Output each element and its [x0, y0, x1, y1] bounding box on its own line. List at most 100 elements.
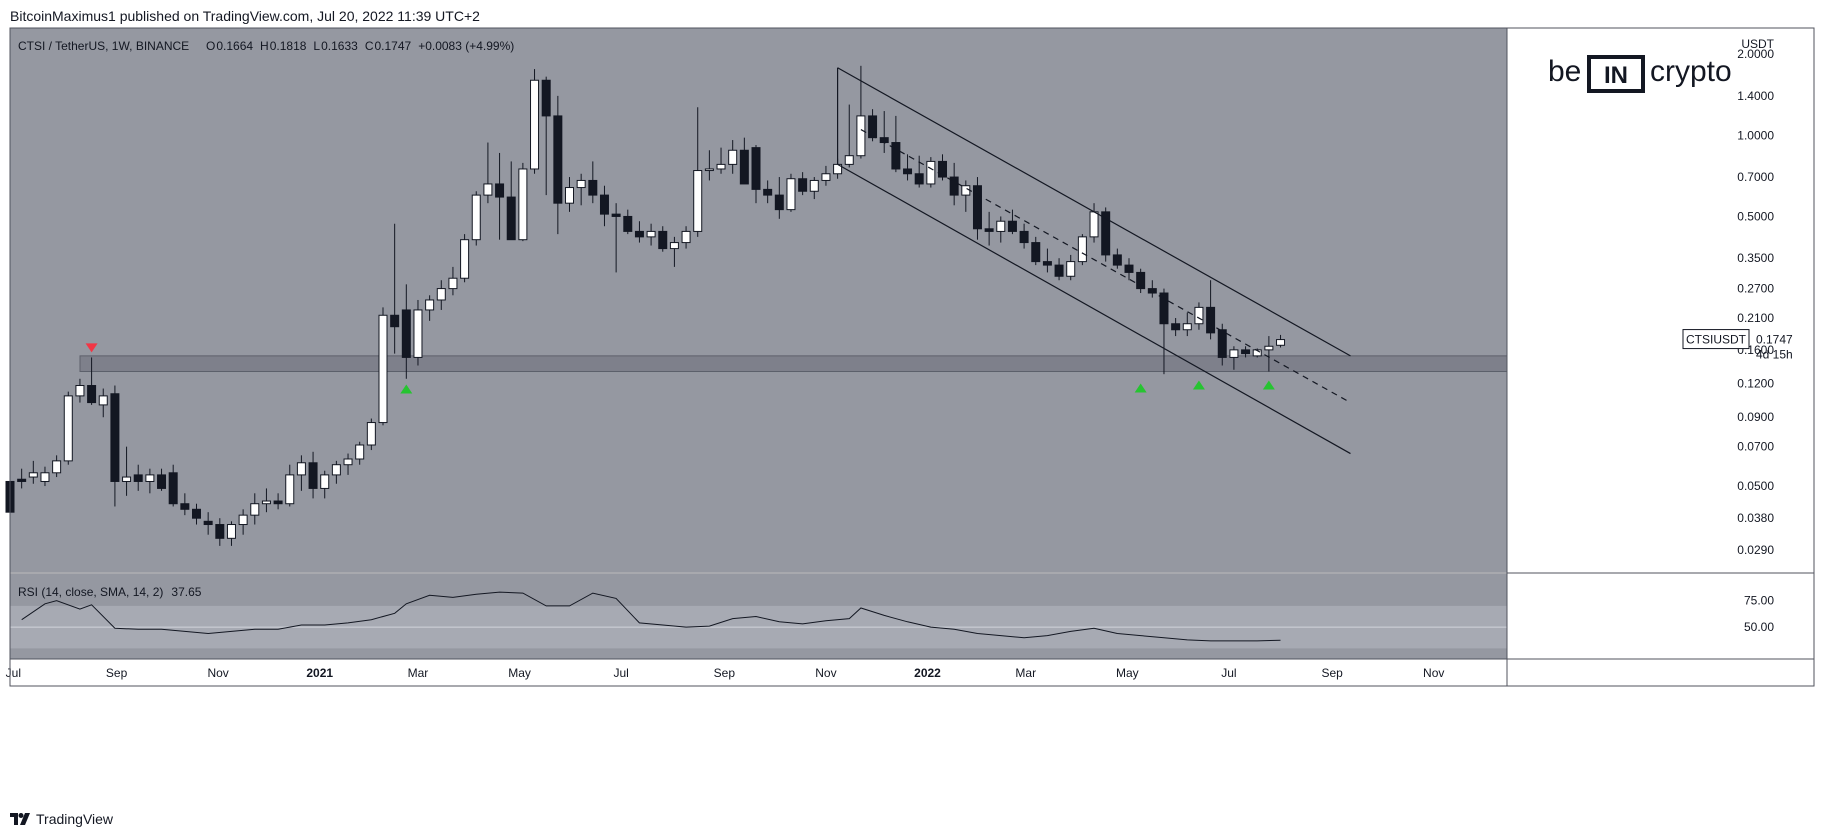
candle-28 — [331, 460, 341, 484]
candle-body — [75, 385, 85, 397]
candle-83 — [972, 177, 982, 240]
y-axis-unit: USDT — [1741, 37, 1774, 51]
candle-body — [203, 520, 213, 526]
candle-89 — [1042, 248, 1052, 273]
candle-26 — [308, 451, 318, 499]
candle-body — [460, 239, 470, 279]
time-axis: Jul Sep Nov 2021 Mar May Jul Sep Nov 2022 Mar May Ju… — [6, 666, 1445, 680]
candle-body — [355, 444, 365, 460]
candle-27 — [320, 470, 330, 499]
candle-59 — [693, 107, 703, 237]
candle-body — [1077, 236, 1087, 263]
candle-body — [52, 460, 62, 474]
candle-33 — [390, 223, 400, 354]
candle-5 — [63, 391, 73, 465]
candle-53 — [623, 209, 633, 235]
legend-change: +0.0083 (+4.99%) — [418, 39, 514, 53]
candle-77 — [903, 154, 913, 181]
tradingview-logo-icon — [10, 813, 30, 825]
candle-31 — [366, 418, 376, 451]
candle-106 — [1241, 346, 1251, 358]
outer-frame — [9, 27, 1815, 687]
x-tick-label: Mar — [1015, 666, 1036, 680]
candle-65 — [763, 180, 773, 204]
candle-body — [739, 149, 749, 185]
candle-22 — [261, 488, 271, 513]
candle-105 — [1229, 346, 1239, 370]
channel-lower-line — [837, 163, 1351, 455]
candle-body — [891, 142, 901, 170]
candle-108 — [1264, 336, 1274, 372]
candle-101 — [1182, 312, 1192, 337]
x-tick-label: Sep — [1321, 666, 1343, 680]
candle-14 — [168, 464, 178, 507]
candle-body — [996, 220, 1006, 232]
up-arrow-0 — [400, 384, 413, 394]
candle-body — [1054, 264, 1064, 277]
candle-body — [926, 160, 936, 185]
y-tick-label: 0.7000 — [1737, 170, 1774, 184]
rsi-title: RSI (14, close, SMA, 14, 2) — [18, 585, 163, 599]
candle-body — [879, 137, 889, 144]
candle-72 — [844, 104, 854, 168]
candle-79 — [926, 157, 936, 188]
candle-body — [751, 147, 761, 190]
y-tick-label: 1.4000 — [1737, 89, 1774, 103]
candle-body — [938, 160, 948, 178]
candle-body — [553, 115, 563, 204]
candle-76 — [891, 115, 901, 173]
candle-70 — [821, 165, 831, 186]
legend-low: 0.1633 — [321, 39, 358, 53]
rsi-tick-label: 50.00 — [1744, 620, 1774, 634]
candle-body — [856, 115, 866, 157]
watermark-be: be — [1548, 55, 1581, 88]
x-tick-label: May — [1116, 666, 1139, 680]
candle-62 — [728, 140, 738, 174]
rsi-value: 37.65 — [171, 585, 201, 599]
candle-107 — [1252, 348, 1262, 358]
candle-body — [1031, 242, 1041, 263]
x-tick-label: 2022 — [914, 666, 941, 680]
candle-body — [541, 79, 551, 117]
candle-18 — [215, 518, 225, 546]
candle-69 — [809, 177, 819, 200]
candle-52 — [611, 203, 621, 273]
legend-low-key: L — [313, 39, 320, 53]
candle-body — [646, 230, 656, 238]
candle-36 — [425, 295, 435, 321]
candle-body — [634, 230, 644, 238]
candle-body — [483, 183, 493, 196]
candle-body — [40, 472, 50, 482]
watermark-in: IN — [1604, 62, 1628, 89]
candle-98 — [1147, 280, 1157, 298]
up-arrow-3 — [1262, 380, 1275, 390]
candle-11 — [133, 464, 143, 491]
watermark-bracket-box — [1587, 55, 1645, 93]
candle-body — [599, 194, 609, 215]
y-tick-label: 0.3500 — [1737, 251, 1774, 265]
candle-57 — [669, 236, 679, 267]
candle-body — [390, 314, 400, 328]
y-tick-label: 0.0380 — [1737, 511, 1774, 525]
candle-3 — [40, 466, 50, 487]
candle-body — [1264, 345, 1274, 351]
candle-body — [413, 309, 423, 358]
candle-body — [250, 503, 260, 516]
candle-66 — [774, 177, 784, 219]
candle-body — [949, 176, 959, 196]
candle-body — [1101, 211, 1111, 256]
y-tick-label: 0.0700 — [1737, 440, 1774, 454]
candle-88 — [1031, 236, 1041, 266]
candle-4 — [52, 455, 62, 478]
y-tick-label: 0.0500 — [1737, 479, 1774, 493]
y-tick-label: 0.2100 — [1737, 311, 1774, 325]
candle-100 — [1171, 318, 1181, 337]
candle-body — [786, 178, 796, 211]
y-tick-label: 0.0290 — [1737, 543, 1774, 557]
tradingview-footer: TradingView — [10, 811, 113, 827]
candle-body — [366, 422, 376, 446]
channel-mid-dashed-line — [860, 129, 1351, 404]
candle-87 — [1019, 223, 1029, 249]
candle-body — [425, 299, 435, 311]
